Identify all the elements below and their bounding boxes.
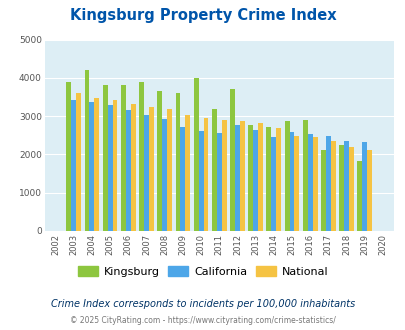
- Bar: [361, 142, 366, 231]
- Bar: [144, 115, 149, 231]
- Bar: [289, 132, 294, 231]
- Bar: [71, 100, 76, 231]
- Bar: [275, 128, 281, 231]
- Bar: [203, 118, 208, 231]
- Bar: [239, 121, 244, 231]
- Bar: [76, 93, 81, 231]
- Legend: Kingsburg, California, National: Kingsburg, California, National: [73, 261, 332, 281]
- Bar: [157, 91, 162, 231]
- Bar: [302, 120, 307, 231]
- Bar: [84, 70, 89, 231]
- Bar: [130, 104, 135, 231]
- Bar: [356, 161, 361, 231]
- Bar: [102, 85, 107, 231]
- Bar: [162, 119, 167, 231]
- Bar: [338, 145, 343, 231]
- Bar: [89, 102, 94, 231]
- Text: Crime Index corresponds to incidents per 100,000 inhabitants: Crime Index corresponds to incidents per…: [51, 299, 354, 309]
- Bar: [149, 107, 153, 231]
- Bar: [307, 134, 312, 231]
- Bar: [271, 137, 275, 231]
- Bar: [180, 127, 185, 231]
- Bar: [348, 147, 353, 231]
- Bar: [343, 141, 348, 231]
- Bar: [94, 98, 99, 231]
- Bar: [198, 131, 203, 231]
- Text: Kingsburg Property Crime Index: Kingsburg Property Crime Index: [70, 8, 335, 23]
- Bar: [320, 150, 325, 231]
- Bar: [221, 119, 226, 231]
- Bar: [294, 136, 298, 231]
- Bar: [312, 137, 317, 231]
- Bar: [185, 115, 190, 231]
- Text: © 2025 CityRating.com - https://www.cityrating.com/crime-statistics/: © 2025 CityRating.com - https://www.city…: [70, 316, 335, 325]
- Bar: [112, 100, 117, 231]
- Bar: [126, 111, 130, 231]
- Bar: [139, 82, 144, 231]
- Bar: [167, 109, 172, 231]
- Bar: [253, 130, 258, 231]
- Bar: [325, 136, 330, 231]
- Bar: [230, 88, 234, 231]
- Bar: [121, 85, 126, 231]
- Bar: [193, 78, 198, 231]
- Bar: [284, 121, 289, 231]
- Bar: [258, 123, 262, 231]
- Bar: [247, 125, 253, 231]
- Bar: [175, 93, 180, 231]
- Bar: [366, 150, 371, 231]
- Bar: [234, 125, 239, 231]
- Bar: [211, 109, 216, 231]
- Bar: [266, 127, 271, 231]
- Bar: [216, 133, 221, 231]
- Bar: [107, 106, 112, 231]
- Bar: [330, 141, 335, 231]
- Bar: [66, 82, 71, 231]
